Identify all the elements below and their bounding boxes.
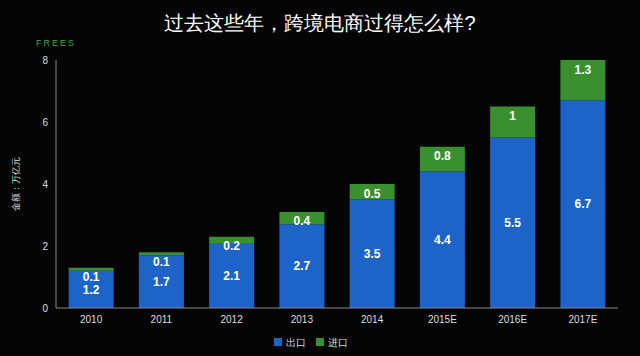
svg-text:2.1: 2.1 xyxy=(223,269,240,283)
html-text:出口: 出口 xyxy=(286,337,306,348)
svg-text:0.1: 0.1 xyxy=(153,255,170,269)
svg-text:1.3: 1.3 xyxy=(575,63,592,77)
svg-text:0.8: 0.8 xyxy=(434,149,451,163)
svg-text:2016E: 2016E xyxy=(498,314,527,325)
svg-text:4.4: 4.4 xyxy=(434,233,451,247)
html-text:FREES: FREES xyxy=(36,38,76,48)
html-text:过去这些年，跨境电商过得怎么样?: 过去这些年，跨境电商过得怎么样? xyxy=(164,12,476,34)
svg-text:2015E: 2015E xyxy=(428,314,457,325)
svg-text:2.7: 2.7 xyxy=(294,259,311,273)
svg-text:6.7: 6.7 xyxy=(575,197,592,211)
svg-text:5.5: 5.5 xyxy=(504,216,521,230)
svg-text:0: 0 xyxy=(42,303,48,314)
svg-text:2010: 2010 xyxy=(80,314,103,325)
svg-text:8: 8 xyxy=(42,55,48,66)
svg-text:0.4: 0.4 xyxy=(294,214,311,228)
svg-text:2: 2 xyxy=(42,241,48,252)
svg-text:2013: 2013 xyxy=(291,314,314,325)
svg-text:4: 4 xyxy=(42,179,48,190)
svg-text:0.1: 0.1 xyxy=(83,270,100,284)
svg-text:6: 6 xyxy=(42,117,48,128)
svg-text:1.7: 1.7 xyxy=(153,275,170,289)
svg-text:1: 1 xyxy=(509,109,516,123)
svg-text:0.5: 0.5 xyxy=(364,187,381,201)
svg-text:1.2: 1.2 xyxy=(83,283,100,297)
svg-text:2011: 2011 xyxy=(151,314,173,325)
svg-text:3.5: 3.5 xyxy=(364,247,381,261)
svg-text:2012: 2012 xyxy=(221,314,244,325)
html-text:进口: 进口 xyxy=(328,337,348,348)
svg-text:0.2: 0.2 xyxy=(223,239,240,253)
svg-text:2017E: 2017E xyxy=(568,314,597,325)
svg-text:2014: 2014 xyxy=(361,314,384,325)
svg-text:金额：万亿元: 金额：万亿元 xyxy=(11,157,21,211)
